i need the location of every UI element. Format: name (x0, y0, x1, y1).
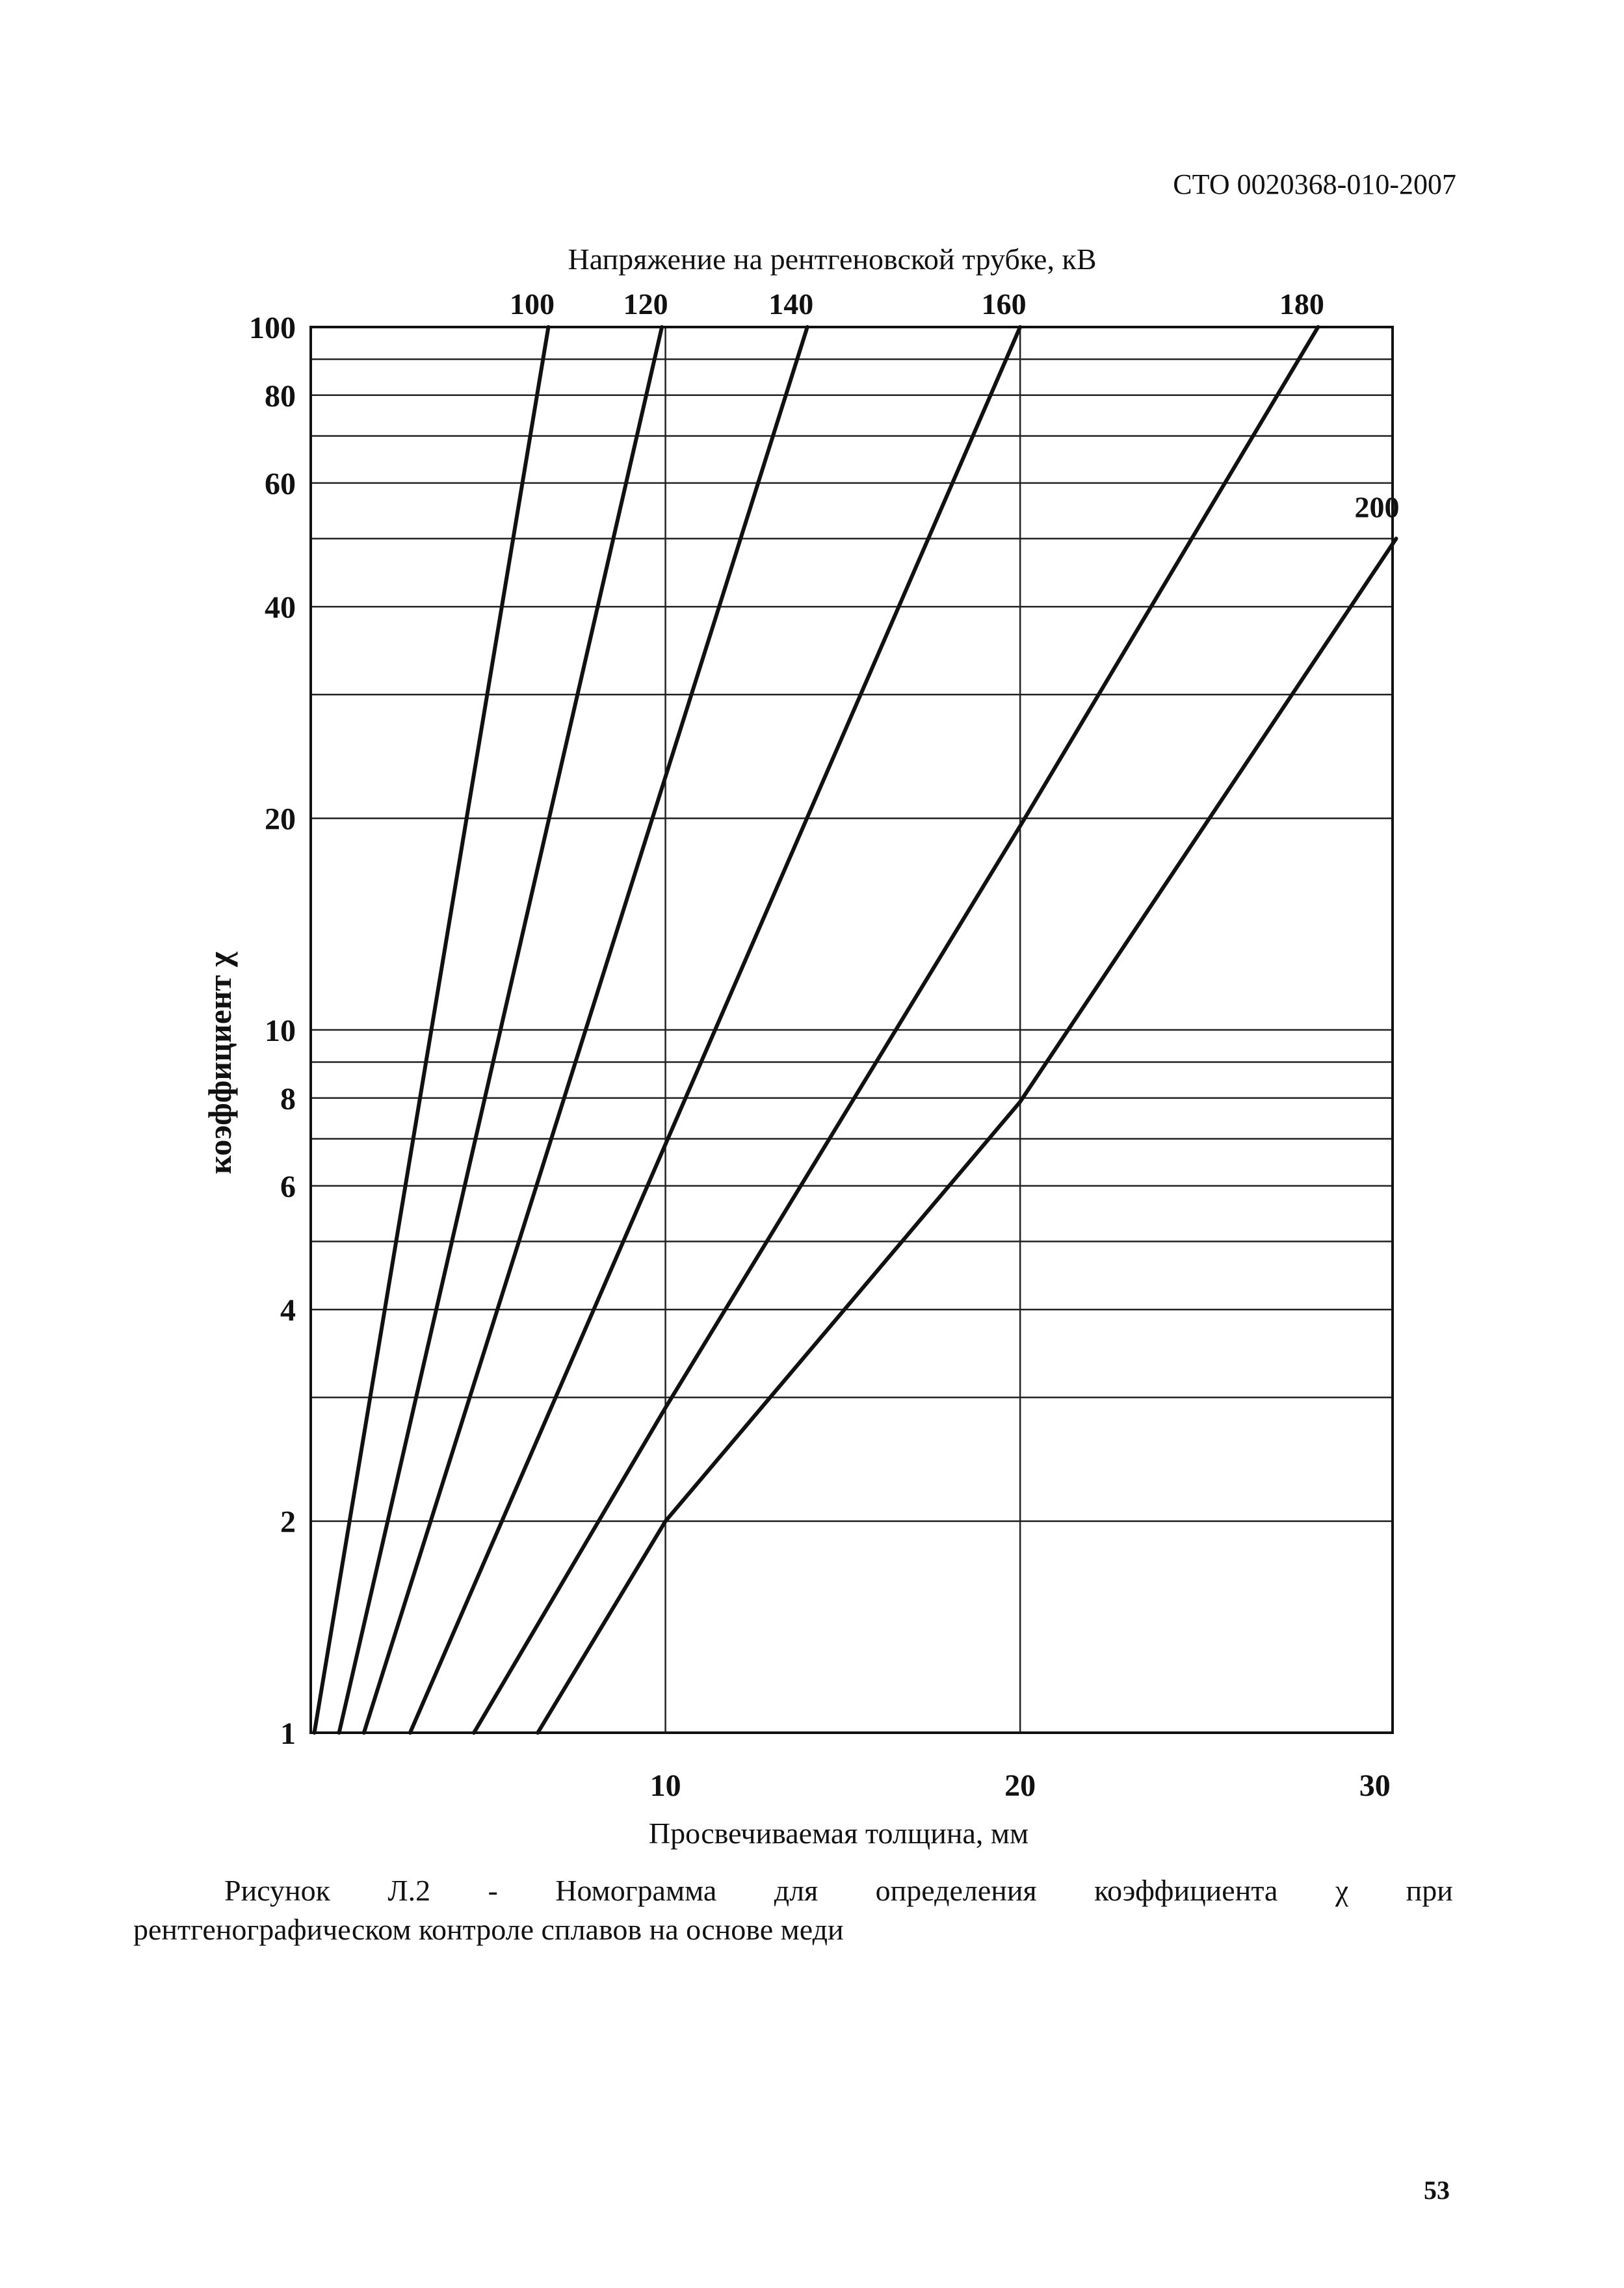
y-tick-label: 80 (265, 379, 296, 414)
series-line-200 (536, 536, 1398, 1735)
plot-frame (309, 326, 1394, 1734)
y-tick-label: 8 (280, 1082, 296, 1116)
grid-layer (311, 326, 1393, 1734)
y-axis-title: коэффициент χ (202, 951, 238, 1174)
series-label-160: 160 (982, 287, 1027, 321)
tick-labels: 1 2 4 6 8 10 20 40 60 80 100 10 20 30 (249, 311, 1391, 1803)
y-tick-label: 40 (265, 590, 296, 625)
series-line-100 (312, 325, 551, 1735)
document-code: СТО 0020368-010-2007 (1173, 168, 1456, 200)
series-label-140: 140 (768, 287, 813, 321)
y-tick-label: 4 (280, 1293, 296, 1328)
series-label-200: 200 (1354, 490, 1399, 523)
series-line-140 (361, 325, 809, 1735)
caption-word: коэффициента (1094, 1874, 1278, 1907)
series-line-180 (472, 325, 1320, 1735)
caption-word: при (1406, 1874, 1453, 1907)
y-tick-label: 1 (280, 1716, 296, 1751)
y-tick-label: 60 (265, 467, 296, 501)
caption-line-1: Рисунок Л.2 - Номограмма для определения коэфф… (133, 1871, 1453, 1910)
page-number: 53 (1424, 2176, 1450, 2205)
y-tick-label: 20 (265, 802, 296, 837)
series-label-100: 100 (510, 287, 555, 321)
series-label-120: 120 (623, 287, 668, 321)
caption-word: определения (875, 1874, 1037, 1907)
figure-caption: Рисунок Л.2 - Номограмма для определения коэфф… (133, 1871, 1453, 1949)
y-tick-label: 2 (280, 1505, 296, 1540)
x-tick-label: 10 (650, 1769, 681, 1803)
caption-word: Номограмма (555, 1874, 717, 1907)
x-tick-label: 30 (1359, 1769, 1391, 1803)
x-axis-title: Просвечиваемая толщина, мм (649, 1817, 1028, 1850)
caption-word: Л.2 (387, 1874, 431, 1907)
caption-line-2: рентгенографическом контроле сплавов на … (133, 1913, 844, 1946)
series-labels: 100 120 140 160 180 200 (510, 287, 1399, 523)
series-line-160 (408, 325, 1023, 1735)
caption-word: χ (1335, 1874, 1349, 1907)
y-tick-label: 6 (280, 1170, 296, 1204)
caption-word: для (774, 1874, 819, 1907)
series-line-120 (337, 325, 664, 1735)
series-layer (312, 325, 1398, 1735)
caption-word: - (488, 1874, 498, 1907)
y-tick-label: 100 (249, 311, 296, 345)
y-tick-label: 10 (265, 1014, 296, 1048)
chart-title: Напряжение на рентгеновской трубке, кВ (568, 243, 1096, 276)
caption-word: Рисунок (224, 1874, 330, 1907)
series-label-180: 180 (1279, 287, 1324, 321)
x-tick-label: 20 (1004, 1769, 1036, 1803)
